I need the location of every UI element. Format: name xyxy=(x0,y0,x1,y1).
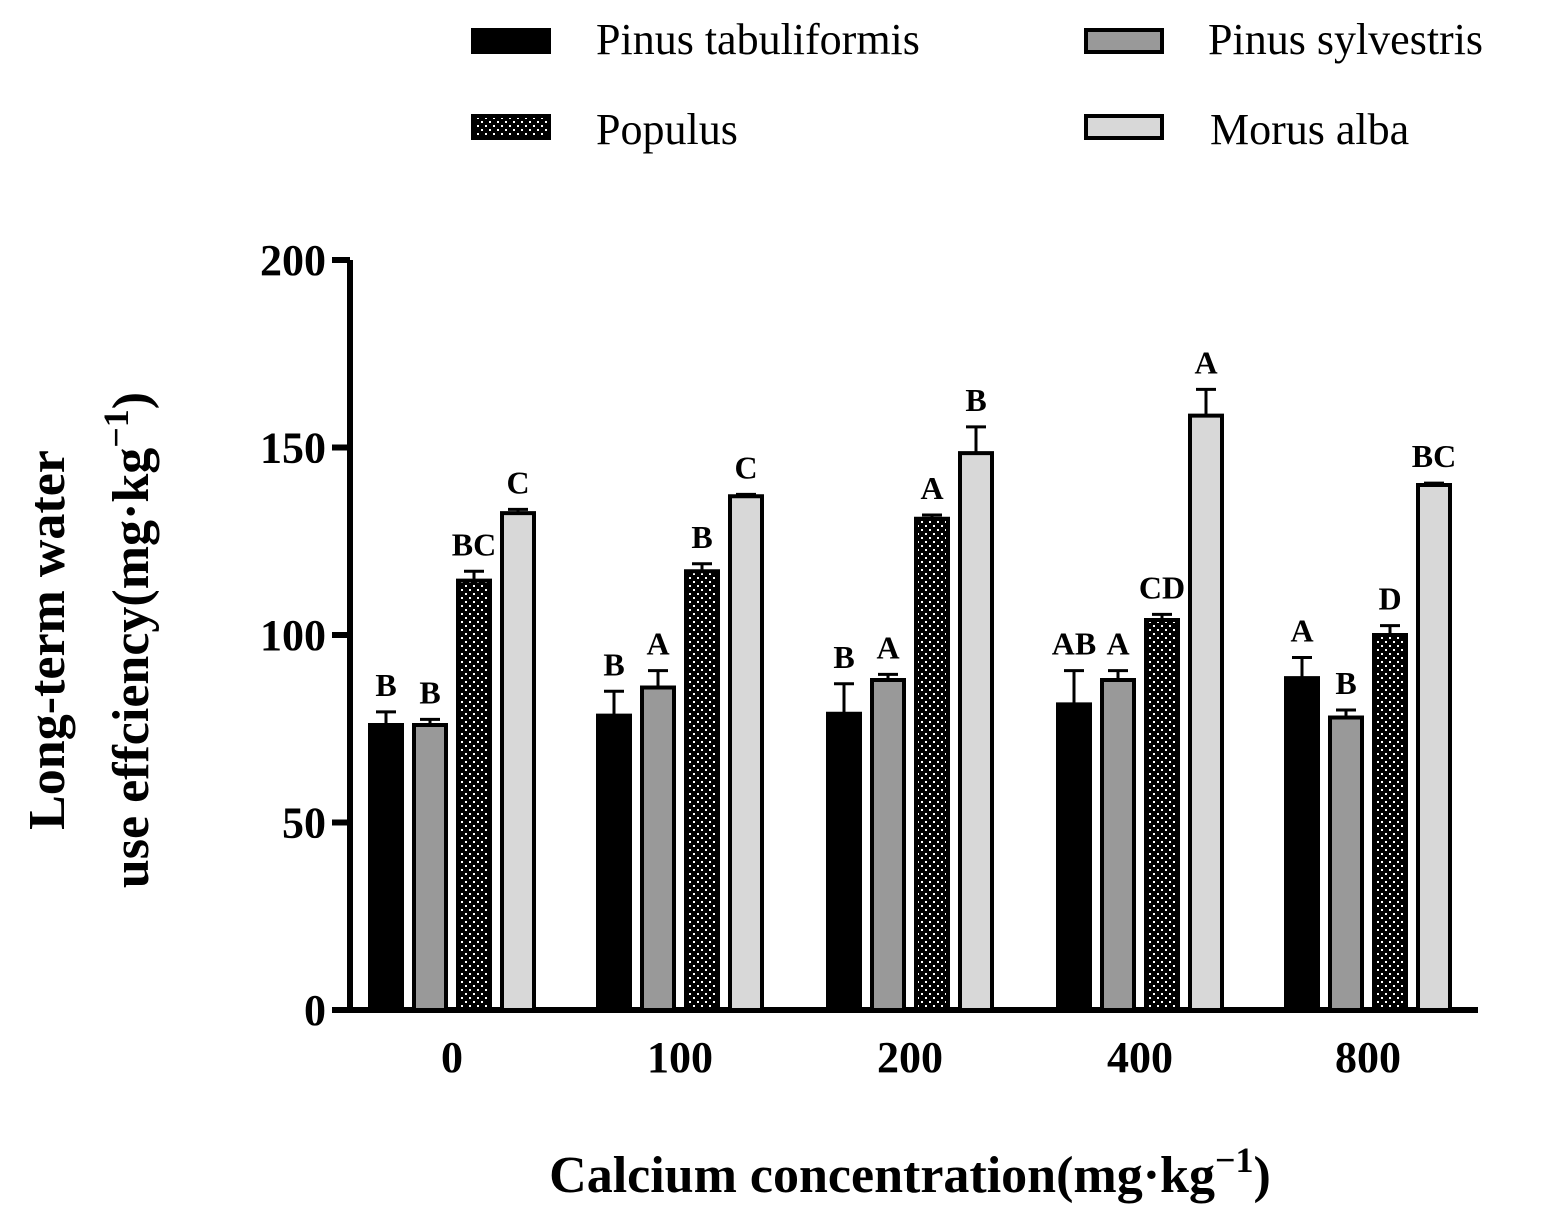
significance-letter: B xyxy=(833,639,854,675)
significance-letter: D xyxy=(1378,581,1401,617)
y-axis-title-line2: use effciency(mg·kg−1) xyxy=(96,392,160,888)
y-tick-label: 50 xyxy=(282,799,326,848)
bar xyxy=(1188,413,1224,1012)
y-axis-title-close: ) xyxy=(103,392,160,409)
legend-swatch-populus xyxy=(471,114,551,140)
significance-letter: BC xyxy=(452,526,496,562)
x-axis-title-close: ) xyxy=(1254,1147,1271,1204)
legend-item-pinus-tabuliformis: Pinus tabuliformis xyxy=(471,15,920,64)
legend: Pinus tabuliformis Pinus sylvestris Popu… xyxy=(471,15,1483,154)
y-tick-label: 200 xyxy=(260,236,326,285)
legend-item-populus: Populus xyxy=(471,105,738,154)
bar xyxy=(412,723,448,1012)
y-tick-label: 150 xyxy=(260,424,326,473)
bar xyxy=(914,516,950,1012)
legend-swatch-morus-alba xyxy=(1084,114,1164,140)
bar xyxy=(1144,618,1180,1012)
x-tick-label: 400 xyxy=(1107,1033,1173,1082)
legend-swatch-pinus-sylvestris xyxy=(1084,28,1164,54)
legend-label-morus-alba: Morus alba xyxy=(1210,105,1409,154)
y-axis-title-line2-main: use effciency(mg·kg xyxy=(103,448,160,888)
x-tick-label: 800 xyxy=(1335,1033,1401,1082)
legend-label-pinus-sylvestris: Pinus sylvestris xyxy=(1208,15,1483,64)
bar xyxy=(456,578,492,1012)
x-axis-title-sup: −1 xyxy=(1215,1140,1254,1180)
bar xyxy=(596,713,632,1012)
y-axis-title-sup: −1 xyxy=(96,409,136,448)
bar xyxy=(826,711,862,1012)
x-tick-label: 200 xyxy=(877,1033,943,1082)
bar xyxy=(870,678,906,1012)
bar xyxy=(1100,678,1136,1012)
significance-letter: CD xyxy=(1139,569,1185,605)
significance-letter: C xyxy=(506,464,529,500)
x-tick-label: 0 xyxy=(441,1033,463,1082)
x-tick-label: 100 xyxy=(647,1033,713,1082)
legend-label-populus: Populus xyxy=(596,105,738,154)
significance-letter: BC xyxy=(1412,438,1456,474)
y-axis-title-line1: Long-term water xyxy=(19,450,76,830)
significance-letter: B xyxy=(603,646,624,682)
significance-letter: A xyxy=(920,470,943,506)
significance-letter: C xyxy=(734,449,757,485)
legend-label-pinus-tabuliformis: Pinus tabuliformis xyxy=(596,15,920,64)
y-axis-title: Long-term water use effciency(mg·kg−1) xyxy=(19,392,160,888)
bar xyxy=(1056,702,1092,1012)
bar xyxy=(500,511,536,1012)
bar xyxy=(640,685,676,1012)
bar xyxy=(1372,633,1408,1012)
legend-swatch-pinus-tabuliformis xyxy=(471,28,551,54)
significance-letter: A xyxy=(646,626,669,662)
y-tick-label: 100 xyxy=(260,611,326,660)
bar xyxy=(1328,715,1364,1012)
significance-letter: A xyxy=(1194,344,1217,380)
significance-letter: B xyxy=(375,667,396,703)
bar xyxy=(1284,676,1320,1012)
bar xyxy=(958,451,994,1012)
bar xyxy=(684,569,720,1012)
bar xyxy=(1416,483,1452,1012)
legend-item-pinus-sylvestris: Pinus sylvestris xyxy=(1084,15,1483,64)
significance-letter: AB xyxy=(1052,626,1096,662)
legend-item-morus-alba: Morus alba xyxy=(1084,105,1409,154)
bar xyxy=(368,723,404,1012)
significance-letter: B xyxy=(691,519,712,555)
significance-letter: B xyxy=(1335,665,1356,701)
significance-letter: B xyxy=(965,382,986,418)
x-axis-title: Calcium concentration(mg·kg−1) xyxy=(549,1140,1271,1204)
significance-letter: A xyxy=(1290,613,1313,649)
significance-letter: A xyxy=(876,629,899,665)
significance-letter: B xyxy=(419,674,440,710)
bar xyxy=(728,494,764,1012)
x-axis-title-main: Calcium concentration(mg·kg xyxy=(549,1147,1215,1204)
y-tick-label: 0 xyxy=(304,986,326,1035)
significance-letter: A xyxy=(1106,626,1129,662)
